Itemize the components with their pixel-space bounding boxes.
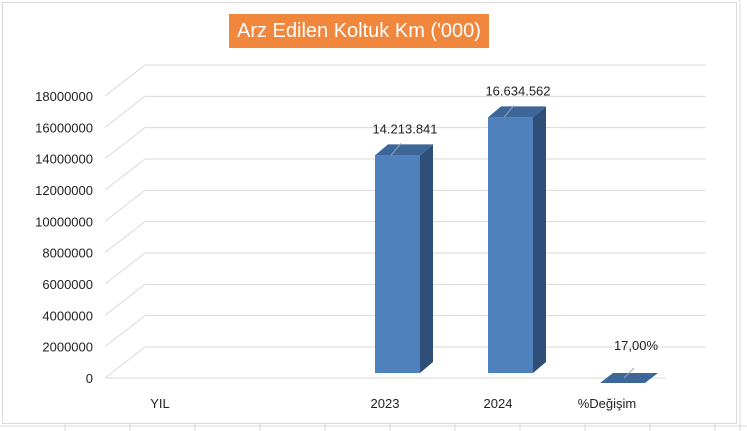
chart-area[interactable] bbox=[2, 2, 737, 424]
y-tick-label: 18000000 bbox=[35, 89, 93, 104]
data-label: 14.213.841 bbox=[372, 121, 437, 136]
y-tick-label: 4000000 bbox=[42, 308, 93, 323]
bar-top bbox=[488, 106, 546, 118]
y-tick-label: 6000000 bbox=[42, 277, 93, 292]
chart-title: Arz Edilen Koltuk Km ('000) bbox=[229, 14, 489, 48]
bar-top bbox=[375, 144, 433, 156]
bar-side bbox=[420, 144, 433, 373]
y-tick-label: 2000000 bbox=[42, 340, 93, 355]
y-tick-label: 0 bbox=[86, 371, 93, 386]
y-tick-label: 8000000 bbox=[42, 246, 93, 261]
bar bbox=[375, 155, 420, 373]
x-tick-label: YIL bbox=[150, 396, 170, 411]
data-label: 16.634.562 bbox=[485, 83, 550, 98]
bar-top bbox=[600, 373, 658, 383]
y-tick-label: 14000000 bbox=[35, 152, 93, 167]
bar bbox=[488, 117, 533, 373]
data-label-leader bbox=[503, 105, 515, 118]
data-label: 17,00% bbox=[614, 338, 659, 353]
x-tick-label: 2024 bbox=[484, 396, 513, 411]
y-tick-label: 10000000 bbox=[35, 214, 93, 229]
y-tick-label: 12000000 bbox=[35, 183, 93, 198]
y-tick-label: 16000000 bbox=[35, 120, 93, 135]
data-label-leader bbox=[390, 142, 402, 156]
x-tick-label: %Değişim bbox=[578, 396, 637, 411]
x-tick-label: 2023 bbox=[371, 396, 400, 411]
data-label-leader bbox=[623, 367, 635, 379]
gridline bbox=[104, 64, 706, 97]
gridline bbox=[104, 95, 706, 128]
bar-side bbox=[533, 106, 546, 374]
